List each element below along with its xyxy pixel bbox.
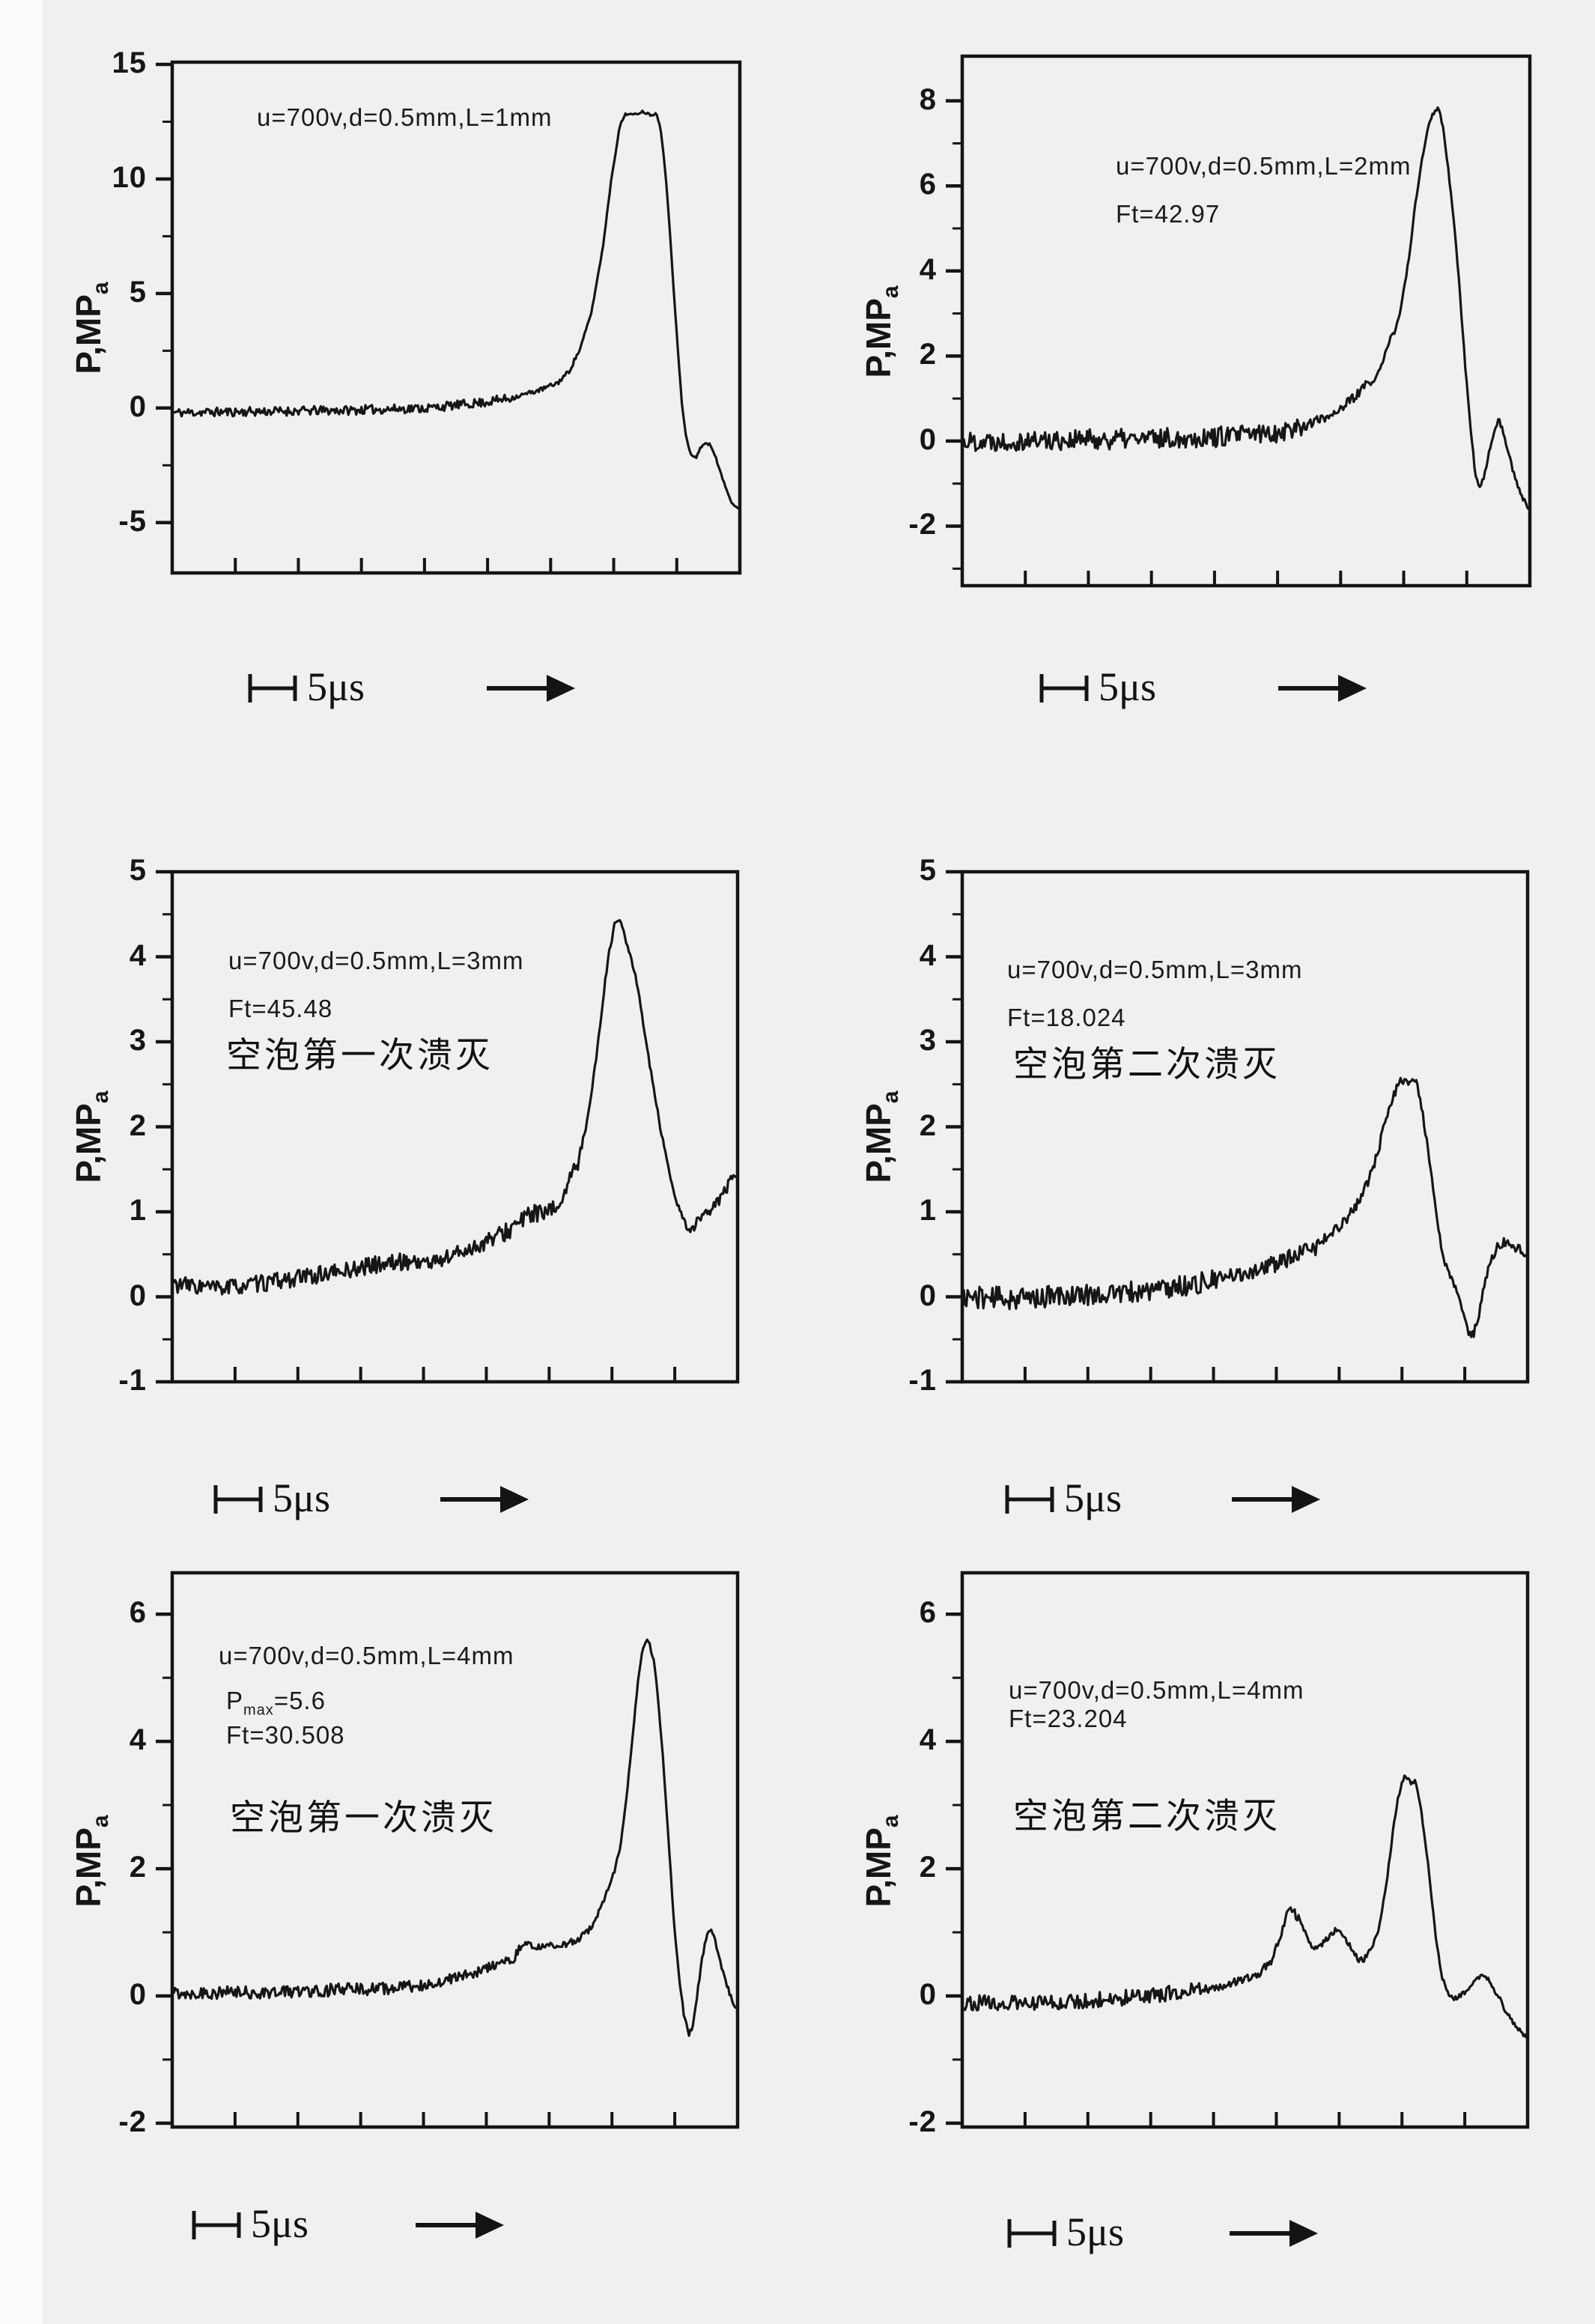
y-tick-label: 5 [129,275,147,309]
y-tick-label: 6 [129,1596,147,1630]
y-tick-label: 6 [919,168,937,201]
y-tick-label: -2 [118,2105,147,2138]
time-scale-row2-left: 5μs [213,1476,572,1523]
scan-paper-edge [0,0,42,2324]
y-tick-label: -2 [908,2105,937,2138]
annotation-ft: Ft=42.97 [1116,200,1221,228]
scale-label: 5μs [273,1475,330,1520]
annotation-ft: Ft=18.024 [1007,1004,1126,1031]
annotation-chinese: 空泡第二次溃灭 [1013,1797,1280,1836]
annotation-params: u=700v,d=0.5mm,L=1mm [257,103,553,131]
annotation-params: u=700v,d=0.5mm,L=4mm [219,1642,514,1669]
annotation-params: u=700v,d=0.5mm,L=3mm [1007,956,1303,983]
time-scale-row1-right: 5μs [1039,665,1398,712]
y-tick-label: 4 [919,938,937,972]
time-scale-row1-left: 5μs [247,665,607,712]
time-arrow-icon [1230,2220,1318,2247]
y-tick-label: -2 [908,508,937,541]
y-tick-label: 2 [919,1851,937,1884]
plot-area [156,60,742,575]
pressure-trace [172,919,738,1296]
scale-bracket-icon [192,2211,241,2239]
y-tick-label: 5 [129,854,147,887]
plot-area [946,1571,1530,2129]
scale-label: 5μs [307,664,365,709]
annotation-params: u=700v,d=0.5mm,L=4mm [1009,1676,1304,1704]
y-tick-label: 0 [129,1278,147,1312]
y-tick-label: 0 [919,422,937,456]
pressure-trace [172,1638,738,2037]
chart-row2-left: P,MPa u=700v,d=0.5mm,L=3mm Ft=45.48 空泡第一… [49,846,760,1423]
y-tick-label: 0 [919,1977,937,2011]
y-tick-label: 4 [129,1723,147,1757]
y-tick-label: 2 [919,1108,937,1142]
scale-bracket-icon [248,674,297,703]
annotation-chinese: 空泡第一次溃灭 [226,1037,493,1075]
plot-area [156,1571,740,2129]
y-tick-label: 4 [919,252,937,286]
y-tick-label: 4 [919,1723,937,1757]
y-tick-label: 15 [112,46,147,80]
annotation-ft: Ft=23.204 [1009,1705,1128,1732]
scale-bracket-icon [1007,2219,1057,2248]
scale-label: 5μs [251,2201,309,2246]
y-tick-label: 0 [129,1977,147,2011]
y-tick-label: -1 [908,1364,937,1397]
annotation-ft: Ft=45.48 [228,995,333,1022]
pressure-trace [962,106,1530,510]
y-tick-label: 2 [919,338,937,371]
time-arrow-icon [487,675,575,702]
y-tick-label: 6 [919,1596,937,1630]
y-tick-label: 8 [919,82,937,116]
plot-area [946,870,1530,1384]
scale-label: 5μs [1099,664,1156,709]
scale-label: 5μs [1066,2209,1124,2254]
y-tick-label: 10 [112,160,147,194]
time-arrow-icon [1232,1486,1320,1513]
y-tick-label: 3 [129,1024,147,1057]
scale-bracket-icon [1039,674,1089,703]
y-tick-label: -5 [118,504,147,538]
y-tick-label: 0 [919,1278,937,1312]
scale-bracket-icon [1005,1485,1054,1514]
time-arrow-icon [416,2212,504,2239]
annotation-chinese: 空泡第一次溃灭 [230,1799,497,1838]
chart-row1-left: P,MPa u=700v,d=0.5mm,L=1mm 15 10 5 0 -5 [49,36,762,614]
annotation-params: u=700v,d=0.5mm,L=2mm [1116,152,1412,180]
y-tick-label: -1 [118,1364,147,1397]
chart-row2-right: P,MPa u=700v,d=0.5mm,L=3mm Ft=18.024 空泡第… [839,846,1550,1423]
pressure-trace [173,109,740,510]
pressure-trace [962,1076,1528,1338]
time-arrow-icon [1278,675,1367,702]
y-tick-label: 1 [919,1194,937,1227]
y-tick-label: 2 [129,1108,147,1142]
chart-row3-right: P,MPa u=700v,d=0.5mm,L=4mm Ft=23.204 空泡第… [839,1547,1550,2168]
time-scale-row3-left: 5μs [191,2202,550,2248]
y-tick-label: 3 [919,1024,937,1057]
pressure-trace [962,1774,1528,2039]
plot-area [946,54,1532,588]
time-scale-row2-right: 5μs [1004,1476,1364,1523]
annotation-ft: Ft=30.508 [226,1721,345,1749]
annotation-chinese: 空泡第二次溃灭 [1013,1046,1280,1084]
scale-bracket-icon [213,1485,263,1514]
y-tick-label: 0 [129,389,147,423]
time-scale-row3-right: 5μs [1006,2210,1366,2257]
chart-row3-left: P,MPa u=700v,d=0.5mm,L=4mm Pmax=5.6 Ft=3… [49,1547,760,2168]
y-tick-label: 4 [129,938,147,972]
annotation-pmax: Pmax=5.6 [226,1687,326,1719]
y-tick-label: 1 [129,1194,147,1227]
time-arrow-icon [440,1486,529,1513]
y-tick-label: 5 [919,854,937,887]
plot-area [156,870,740,1384]
annotation-params: u=700v,d=0.5mm,L=3mm [228,947,524,974]
y-tick-label: 2 [129,1851,147,1884]
scale-label: 5μs [1064,1475,1122,1520]
